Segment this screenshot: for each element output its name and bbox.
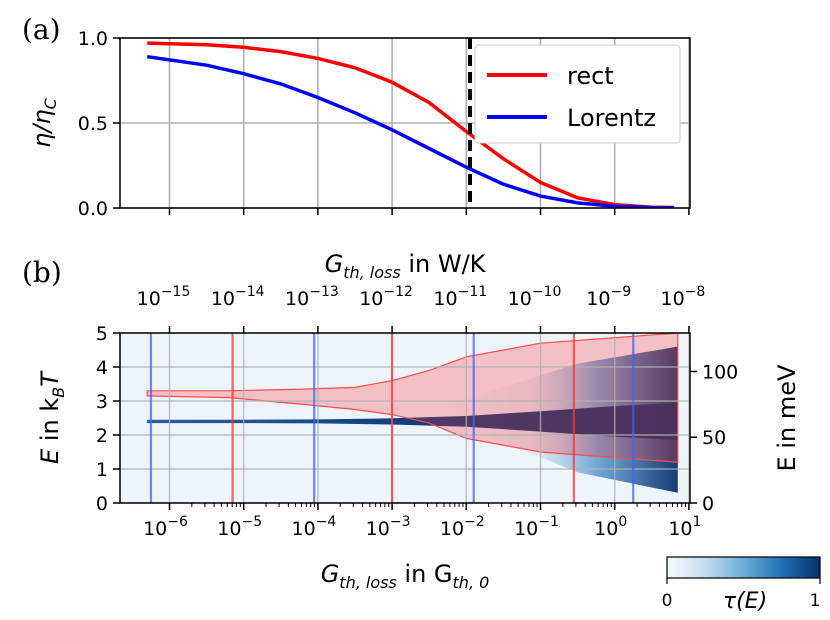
panel-b-ytick-label-1: 1	[96, 459, 108, 481]
panel-b-frame	[119, 332, 691, 504]
panel-b-ytick-label-2: 2	[96, 425, 108, 447]
panel-b-ytick-label-5: 5	[96, 323, 108, 345]
colorbar-max-label: 1	[810, 591, 821, 611]
panel-a-ytick-label-2: 1.0	[78, 28, 108, 50]
legend-lorentz-label: Lorentz	[567, 104, 656, 132]
panel-b-x2tick-label-0: 10−15	[137, 284, 191, 310]
heatmap-transmission-band	[147, 402, 678, 441]
red-shaded-region	[146, 333, 679, 463]
panel-b-ytick-label-3: 3	[96, 391, 108, 413]
panel-a-y-label: η/ηC	[28, 97, 60, 148]
series-lorentz-line	[146, 54, 675, 208]
panel-b-xtick-label-0: 10−6	[143, 514, 188, 540]
colorbar-min-label: 0	[662, 591, 673, 611]
panel-b-x2tick-label-1: 10−14	[211, 284, 265, 310]
panel-b-y2tick-label-1: 50	[702, 427, 726, 449]
panel-b-xtick-label-7: 101	[668, 514, 701, 540]
colorbar-gradient	[666, 556, 821, 579]
panel-b-xtick-label-3: 10−3	[366, 514, 411, 540]
colorbar: 0 1 τ(E)	[662, 556, 821, 614]
panel-a-label: (a)	[22, 13, 61, 46]
legend-rect-label: rect	[567, 62, 614, 90]
panel-b-xtick-label-6: 100	[594, 514, 627, 540]
panel-b-ytick-label-4: 4	[96, 357, 108, 379]
panel-b-right-y-ticks: 0 50 100	[690, 361, 738, 515]
series-rect-line	[147, 41, 675, 208]
panel-b-x2tick-label-2: 10−13	[285, 284, 339, 310]
panel-b-x2tick-label-3: 10−12	[359, 284, 413, 310]
panel-b-xtick-label-4: 10−2	[440, 514, 485, 540]
panel-b-bottom-x-ticks: 10−6 10−5 10−4 10−3 10−2 10−1 100 101	[143, 503, 701, 540]
panel-a-y-ticks: 0.0 0.5 1.0	[78, 28, 120, 220]
panel-b-x2tick-label-4: 10−11	[433, 284, 487, 310]
panel-b-x-label: Gth, loss in Gth, 0	[321, 560, 490, 592]
colorbar-label: τ(E)	[723, 589, 767, 614]
panel-b-left-y-ticks: 0 1 2 3 4 5	[96, 323, 120, 515]
panel-a-ytick-label-0: 0.0	[78, 198, 108, 220]
panel-b-top-x-ticks: 10−15 10−14 10−13 10−12 10−11 10−10 10−9 10−8	[137, 284, 705, 333]
boundary-lines	[149, 333, 635, 503]
panel-b-xtick-label-1: 10−5	[217, 514, 262, 540]
panel-b-top-x-label: Gth, loss in W/K	[325, 250, 487, 282]
panel-b-ytick-label-0: 0	[96, 493, 108, 515]
panel-a-x-ticks	[168, 208, 690, 215]
panel-b-xtick-label-2: 10−4	[291, 514, 336, 540]
panel-b-right-y-label: E in meV	[773, 364, 801, 471]
panel-b-xtick-label-5: 10−1	[514, 514, 559, 540]
panel-b-y-label: E in kBT	[36, 370, 68, 464]
panel-b-label: (b)	[22, 256, 62, 289]
panel-a-ytick-label-1: 0.5	[78, 113, 108, 135]
legend: rect Lorentz	[474, 44, 681, 144]
panel-b-y2tick-label-0: 0	[702, 493, 714, 515]
panel-a: 0.0 0.5 1.0 η/ηC rect Lorentz	[28, 28, 691, 220]
panel-b-x2tick-label-5: 10−10	[508, 284, 562, 310]
panel-b-y2tick-label-2: 100	[702, 361, 738, 383]
panel-b-x2tick-label-7: 10−8	[660, 284, 705, 310]
panel-b-x2tick-label-6: 10−9	[586, 284, 631, 310]
